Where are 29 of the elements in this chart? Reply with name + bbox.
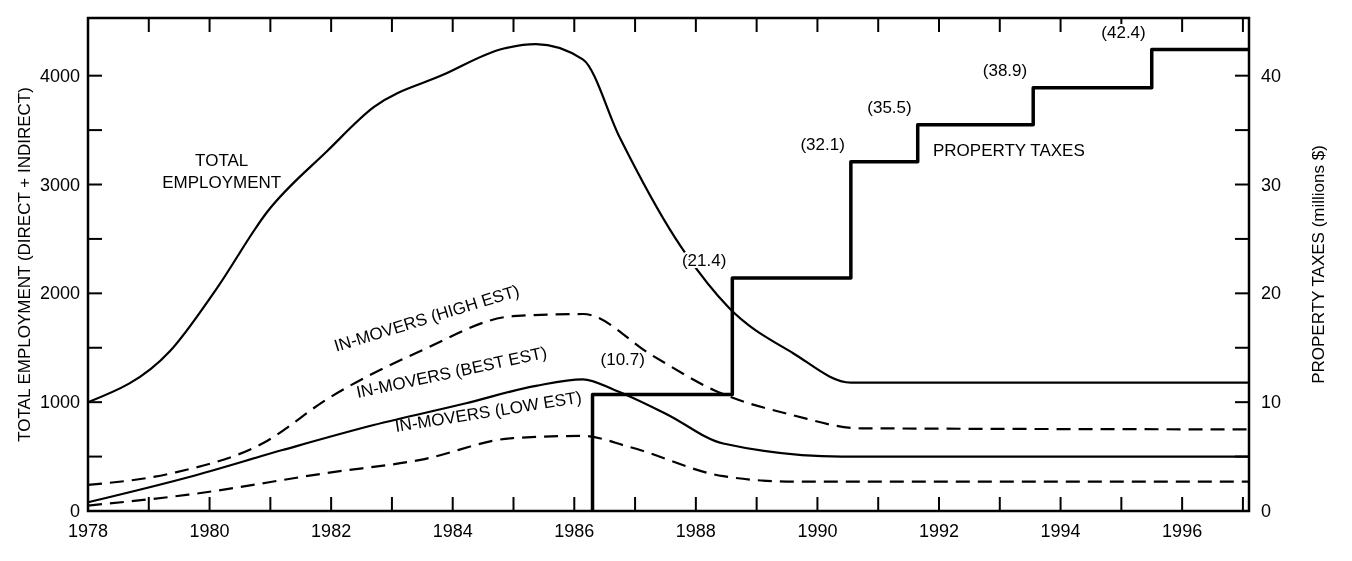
x-tick-label: 1980 [189,521,230,541]
y-tick-label: 1000 [39,392,80,413]
x-tick-label: 1982 [311,521,352,541]
y2-tick-label: 0 [1261,501,1272,521]
x-tick-label: 1986 [554,521,595,541]
data-label: (42.4) [1101,22,1146,42]
data-label: (32.1) [800,134,845,154]
y2-tick-label: 30 [1261,174,1282,195]
data-label: (35.5) [867,97,912,117]
y2-tick-label: 40 [1261,65,1282,86]
data-label: (38.9) [982,60,1028,80]
y-tick-label: 2000 [39,283,80,304]
y2-tick-label: 20 [1261,283,1282,304]
y2-axis-title: PROPERTY TAXES (millions $) [1309,145,1328,384]
y-tick-label: 0 [69,501,80,521]
x-tick-label: 1990 [797,521,838,541]
y-axis-title: TOTAL EMPLOYMENT (DIRECT + INDIRECT) [15,87,34,442]
x-tick-label: 1978 [67,521,109,541]
x-tick-label: 1994 [1040,521,1081,541]
y2-tick-label: 10 [1261,392,1282,413]
x-tick-label: 1988 [675,521,716,541]
y-tick-label: 3000 [39,174,80,195]
data-label: (10.7) [600,349,645,369]
x-tick-label: 1996 [1162,521,1203,541]
series-label: PROPERTY TAXES [933,141,1085,161]
x-tick-label: 1992 [918,521,960,541]
y-tick-label: 4000 [39,65,80,86]
x-tick-label: 1984 [432,521,473,541]
series-label: TOTAL EMPLOYMENT [162,150,282,192]
